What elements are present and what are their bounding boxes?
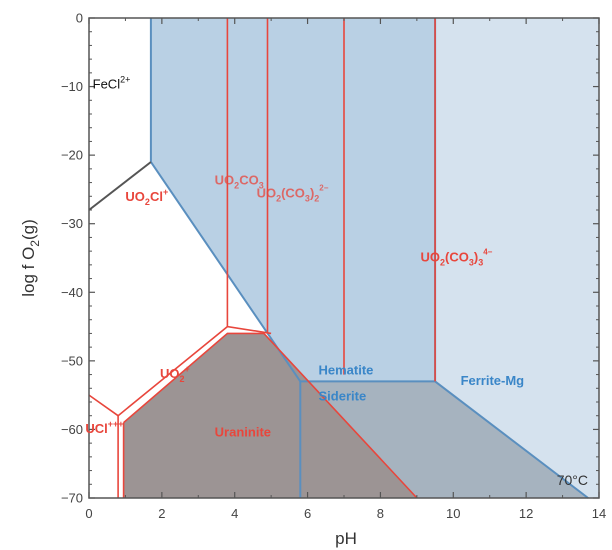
y-tick-label: −30 (61, 216, 83, 231)
uraninite-region (123, 333, 417, 498)
y-tick-label: −60 (61, 422, 83, 437)
uraninite-label: Uraninite (215, 424, 271, 439)
y-tick-label: −50 (61, 353, 83, 368)
uo2plus-label: UO2+ (160, 364, 190, 384)
x-tick-label: 10 (446, 506, 460, 521)
temperature-label: 70°C (557, 472, 588, 488)
y-tick-label: −70 (61, 491, 83, 506)
y-tick-label: −20 (61, 148, 83, 163)
x-tick-label: 12 (519, 506, 533, 521)
x-tick-label: 0 (85, 506, 92, 521)
y-tick-label: 0 (76, 11, 83, 26)
ucl-label: UCl+++ (85, 419, 123, 436)
x-tick-label: 6 (304, 506, 311, 521)
regions-layer (123, 18, 599, 498)
hematite-label: Hematite (319, 363, 374, 378)
hematite-region (150, 18, 436, 382)
boundaries-layer (88, 18, 589, 499)
y-tick-label: −10 (61, 79, 83, 94)
fecl-label: FeCl2+ (93, 75, 131, 92)
uo2co3-3-label: UO2(CO3)34− (421, 247, 493, 267)
siderite-label: Siderite (319, 389, 367, 404)
y-axis-label: log f O2(g) (19, 219, 42, 297)
uo2co3-label: UO2CO3 (215, 173, 264, 191)
uranium-boundary-0 (88, 325, 272, 417)
uranium-boundary-2 (123, 332, 418, 499)
y-tick-label: −40 (61, 285, 83, 300)
uo2cl-label: UO2Cl+ (125, 187, 168, 207)
ticks-layer: 0 2 4 6 8 10 12 14 0 −10 −20 −30 −40 −50 −60 −70 (61, 11, 606, 522)
x-tick-label: 14 (592, 506, 606, 521)
x-tick-label: 2 (158, 506, 165, 521)
x-axis-label: pH (335, 529, 357, 548)
fecl-boundary (88, 161, 152, 211)
ferrite-label: Ferrite-Mg (461, 373, 525, 388)
x-tick-label: 4 (231, 506, 238, 521)
uo2co3-2-label: UO2(CO3)22− (257, 184, 329, 204)
x-tick-label: 8 (377, 506, 384, 521)
ferrite-region (435, 18, 599, 498)
